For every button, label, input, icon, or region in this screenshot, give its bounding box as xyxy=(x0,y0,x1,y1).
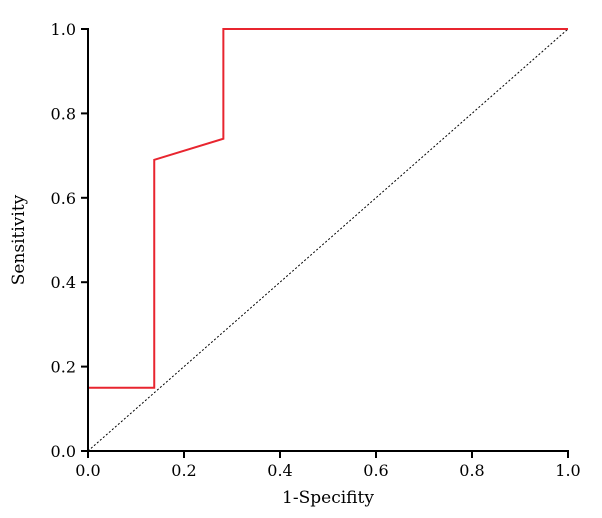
y-tick-label: 0.0 xyxy=(51,442,76,461)
y-tick-label: 0.8 xyxy=(51,104,76,123)
x-ticks: 0.0 0.2 0.4 0.6 0.8 1.0 xyxy=(75,451,581,480)
plot-area xyxy=(87,28,569,452)
y-tick-label: 1.0 xyxy=(51,20,76,39)
x-tick-label: 0.6 xyxy=(363,461,388,480)
reference-diagonal-line xyxy=(87,28,569,452)
x-tick-label: 0.2 xyxy=(171,461,196,480)
y-axis-label: Sensitivity xyxy=(9,194,29,285)
x-axis-label: 1-Specifity xyxy=(282,488,374,508)
roc-curve-line xyxy=(87,28,568,451)
y-ticks: 0.0 0.2 0.4 0.6 0.8 1.0 xyxy=(51,20,88,461)
y-tick-label: 0.2 xyxy=(51,358,76,377)
axes xyxy=(87,28,569,452)
x-tick-label: 0.4 xyxy=(267,461,292,480)
y-tick-label: 0.4 xyxy=(51,273,76,292)
x-tick-label: 0.8 xyxy=(459,461,484,480)
y-tick-label: 0.6 xyxy=(51,189,76,208)
x-tick-label: 0.0 xyxy=(75,461,100,480)
x-tick-label: 1.0 xyxy=(555,461,580,480)
